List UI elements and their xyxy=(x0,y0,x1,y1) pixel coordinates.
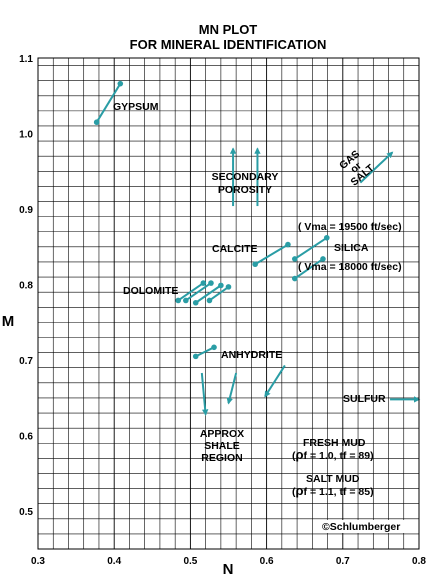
x-tick-label: 0.6 xyxy=(260,556,274,567)
mineral-line xyxy=(185,282,212,302)
mineral-lines xyxy=(93,80,330,360)
label-calcite: CALCITE xyxy=(212,243,258,255)
label-copyright: ©Schlumberger xyxy=(322,521,400,533)
mineral-point xyxy=(218,282,224,289)
mineral-point xyxy=(291,275,298,282)
mineral-line xyxy=(294,258,324,280)
label-fresh-mud-params: (ρf = 1.0, tf = 89) xyxy=(292,447,374,462)
label-salt-mud-params: (ρf = 1.1, tf = 85) xyxy=(292,483,374,498)
grid-lines xyxy=(37,58,420,550)
label-gypsum: GYPSUM xyxy=(113,101,159,113)
mineral-point xyxy=(285,241,291,248)
y-tick-label: 0.9 xyxy=(19,205,33,216)
label-salt-mud: SALT MUD xyxy=(306,473,360,485)
x-tick-label: 0.4 xyxy=(107,556,121,567)
mineral-line xyxy=(254,243,289,266)
label-vma-19500: ( Vma = 19500 ft/sec) xyxy=(298,221,402,233)
trend-arrow xyxy=(226,372,238,405)
plot-frame xyxy=(37,57,420,550)
mineral-point xyxy=(291,256,298,262)
label-shale: SHALE xyxy=(204,440,240,452)
y-tick-label: 0.6 xyxy=(19,432,33,443)
y-tick-labels: 0.5 0.6 0.7 0.8 0.9 1.0 1.1 xyxy=(19,54,33,518)
mineral-line xyxy=(195,346,215,358)
rho-symbol: ρ xyxy=(296,447,304,462)
mineral-point xyxy=(117,80,124,87)
annotations: GYPSUM SECONDARY POROSITY GAS or SALT ( … xyxy=(113,101,407,533)
mineral-point xyxy=(200,280,207,286)
mineral-point xyxy=(211,344,217,351)
label-fresh-mud: FRESH MUD xyxy=(303,437,366,449)
mineral-point xyxy=(323,234,330,241)
x-tick-label: 0.7 xyxy=(336,556,350,567)
copyright-box xyxy=(319,520,407,533)
salt-mud-values: f = 1.1, tf = 85) xyxy=(304,486,374,498)
x-tick-labels: 0.3 0.4 0.5 0.6 0.7 0.8 xyxy=(31,556,426,567)
label-sulfur: SULFUR xyxy=(343,393,386,405)
x-axis-label: N xyxy=(223,561,234,578)
mineral-line xyxy=(294,236,328,260)
y-tick-label: 1.0 xyxy=(19,130,33,141)
mineral-line xyxy=(95,83,122,123)
mineral-point xyxy=(320,256,326,262)
mineral-line xyxy=(177,282,204,302)
fresh-mud-values: f = 1.0, tf = 89) xyxy=(304,450,374,462)
x-tick-label: 0.5 xyxy=(183,556,197,567)
mineral-point xyxy=(93,119,100,126)
label-dolomite: DOLOMITE xyxy=(123,285,178,297)
label-secondary: SECONDARY xyxy=(212,171,279,183)
y-tick-label: 0.8 xyxy=(19,281,33,292)
trend-arrow xyxy=(200,372,209,416)
y-tick-label: 1.1 xyxy=(19,54,33,65)
trend-arrows xyxy=(200,147,421,416)
y-tick-label: 0.7 xyxy=(19,356,33,367)
trend-arrow xyxy=(359,151,394,184)
mineral-line xyxy=(195,284,222,304)
mineral-point xyxy=(192,353,199,360)
mineral-point xyxy=(208,280,214,286)
mineral-line xyxy=(208,286,230,302)
label-region: REGION xyxy=(201,452,242,464)
mineral-point xyxy=(225,284,232,290)
label-vma-18000: ( Vma = 18000 ft/sec) xyxy=(298,261,402,273)
label-approx: APPROX xyxy=(200,428,244,440)
label-anhydrite: ANHYDRITE xyxy=(221,349,282,361)
x-tick-label: 0.8 xyxy=(412,556,426,567)
mineral-point xyxy=(252,261,258,268)
label-porosity: POROSITY xyxy=(218,184,272,196)
chart-subtitle: FOR MINERAL IDENTIFICATION xyxy=(130,37,327,52)
label-silica: SILICA xyxy=(334,242,369,254)
y-axis-label: M xyxy=(2,313,15,330)
mineral-point xyxy=(175,297,182,304)
label-gas-or-salt: GAS or SALT xyxy=(337,148,377,188)
y-tick-label: 0.5 xyxy=(19,507,33,518)
trend-arrow xyxy=(264,364,286,398)
mineral-point xyxy=(183,297,189,304)
mineral-point xyxy=(192,299,199,306)
rho-symbol: ρ xyxy=(296,483,304,498)
x-tick-label: 0.3 xyxy=(31,556,45,567)
mineral-point xyxy=(206,297,213,304)
chart-title: MN PLOT xyxy=(199,22,258,37)
